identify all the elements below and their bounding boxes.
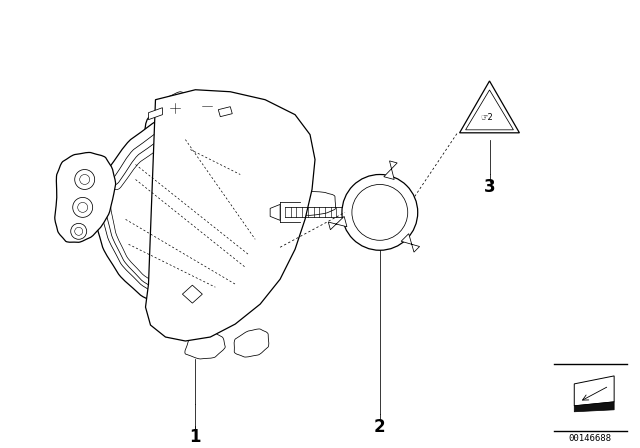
Text: 00146688: 00146688 xyxy=(569,434,612,443)
Polygon shape xyxy=(574,376,614,406)
Polygon shape xyxy=(218,107,232,116)
Text: 3: 3 xyxy=(484,178,495,197)
PathPatch shape xyxy=(106,129,261,295)
Polygon shape xyxy=(182,285,202,303)
Polygon shape xyxy=(574,402,614,412)
PathPatch shape xyxy=(185,331,225,359)
PathPatch shape xyxy=(100,122,268,299)
Polygon shape xyxy=(401,234,420,252)
Text: 1: 1 xyxy=(189,428,201,446)
PathPatch shape xyxy=(93,110,280,307)
Text: ☞2: ☞2 xyxy=(480,113,493,122)
Polygon shape xyxy=(270,204,280,220)
Polygon shape xyxy=(148,108,163,120)
Polygon shape xyxy=(460,81,520,133)
Polygon shape xyxy=(465,90,513,130)
PathPatch shape xyxy=(143,97,312,323)
Polygon shape xyxy=(328,216,347,230)
PathPatch shape xyxy=(186,90,223,116)
PathPatch shape xyxy=(279,191,335,215)
Polygon shape xyxy=(384,161,397,180)
Polygon shape xyxy=(145,90,315,341)
PathPatch shape xyxy=(111,138,254,289)
Text: 2: 2 xyxy=(374,418,386,436)
PathPatch shape xyxy=(55,152,116,242)
PathPatch shape xyxy=(158,92,193,118)
PathPatch shape xyxy=(234,329,269,357)
